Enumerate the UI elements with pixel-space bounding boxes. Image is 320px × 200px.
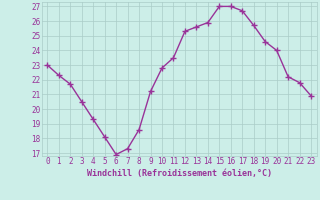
X-axis label: Windchill (Refroidissement éolien,°C): Windchill (Refroidissement éolien,°C)	[87, 169, 272, 178]
